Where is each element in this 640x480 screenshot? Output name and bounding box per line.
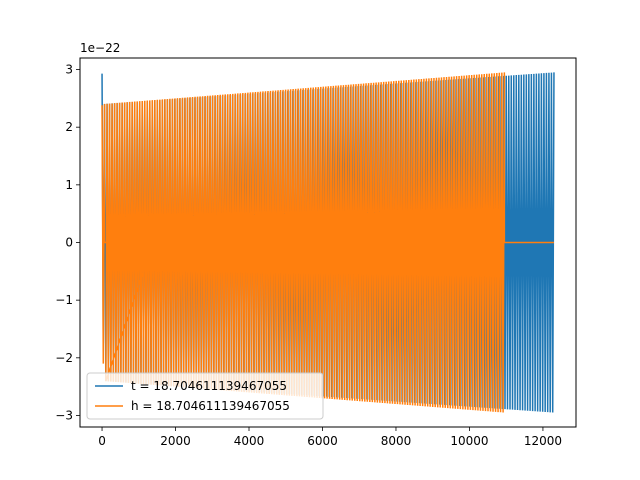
y-tick-label: −2 [55, 351, 73, 365]
x-tick-label: 4000 [234, 434, 265, 448]
legend: t = 18.704611139467055 h = 18.70461113946… [86, 372, 324, 420]
x-tick-label: 2000 [160, 434, 191, 448]
legend-label-1: t = 18.704611139467055 [131, 379, 287, 393]
y-tick-label: 2 [65, 120, 73, 134]
y-offset-label: 1e−22 [80, 41, 120, 55]
x-tick-label: 10000 [450, 434, 488, 448]
x-tick-label: 12000 [524, 434, 562, 448]
y-axis: −3 −2 −1 0 1 2 3 [55, 63, 80, 422]
y-tick-label: −1 [55, 293, 73, 307]
x-tick-label: 6000 [307, 434, 338, 448]
x-axis: 0 2000 4000 6000 8000 10000 12000 [98, 427, 562, 448]
series-line-2 [101, 72, 554, 413]
x-tick-label: 8000 [381, 434, 412, 448]
y-tick-label: 3 [65, 63, 73, 77]
series-layer [101, 72, 555, 413]
legend-box [86, 372, 324, 420]
legend-label-2: h = 18.704611139467055 [131, 399, 290, 413]
y-tick-label: −3 [55, 408, 73, 422]
y-tick-label: 0 [65, 236, 73, 250]
y-tick-label: 1 [65, 178, 73, 192]
x-tick-label: 0 [98, 434, 106, 448]
